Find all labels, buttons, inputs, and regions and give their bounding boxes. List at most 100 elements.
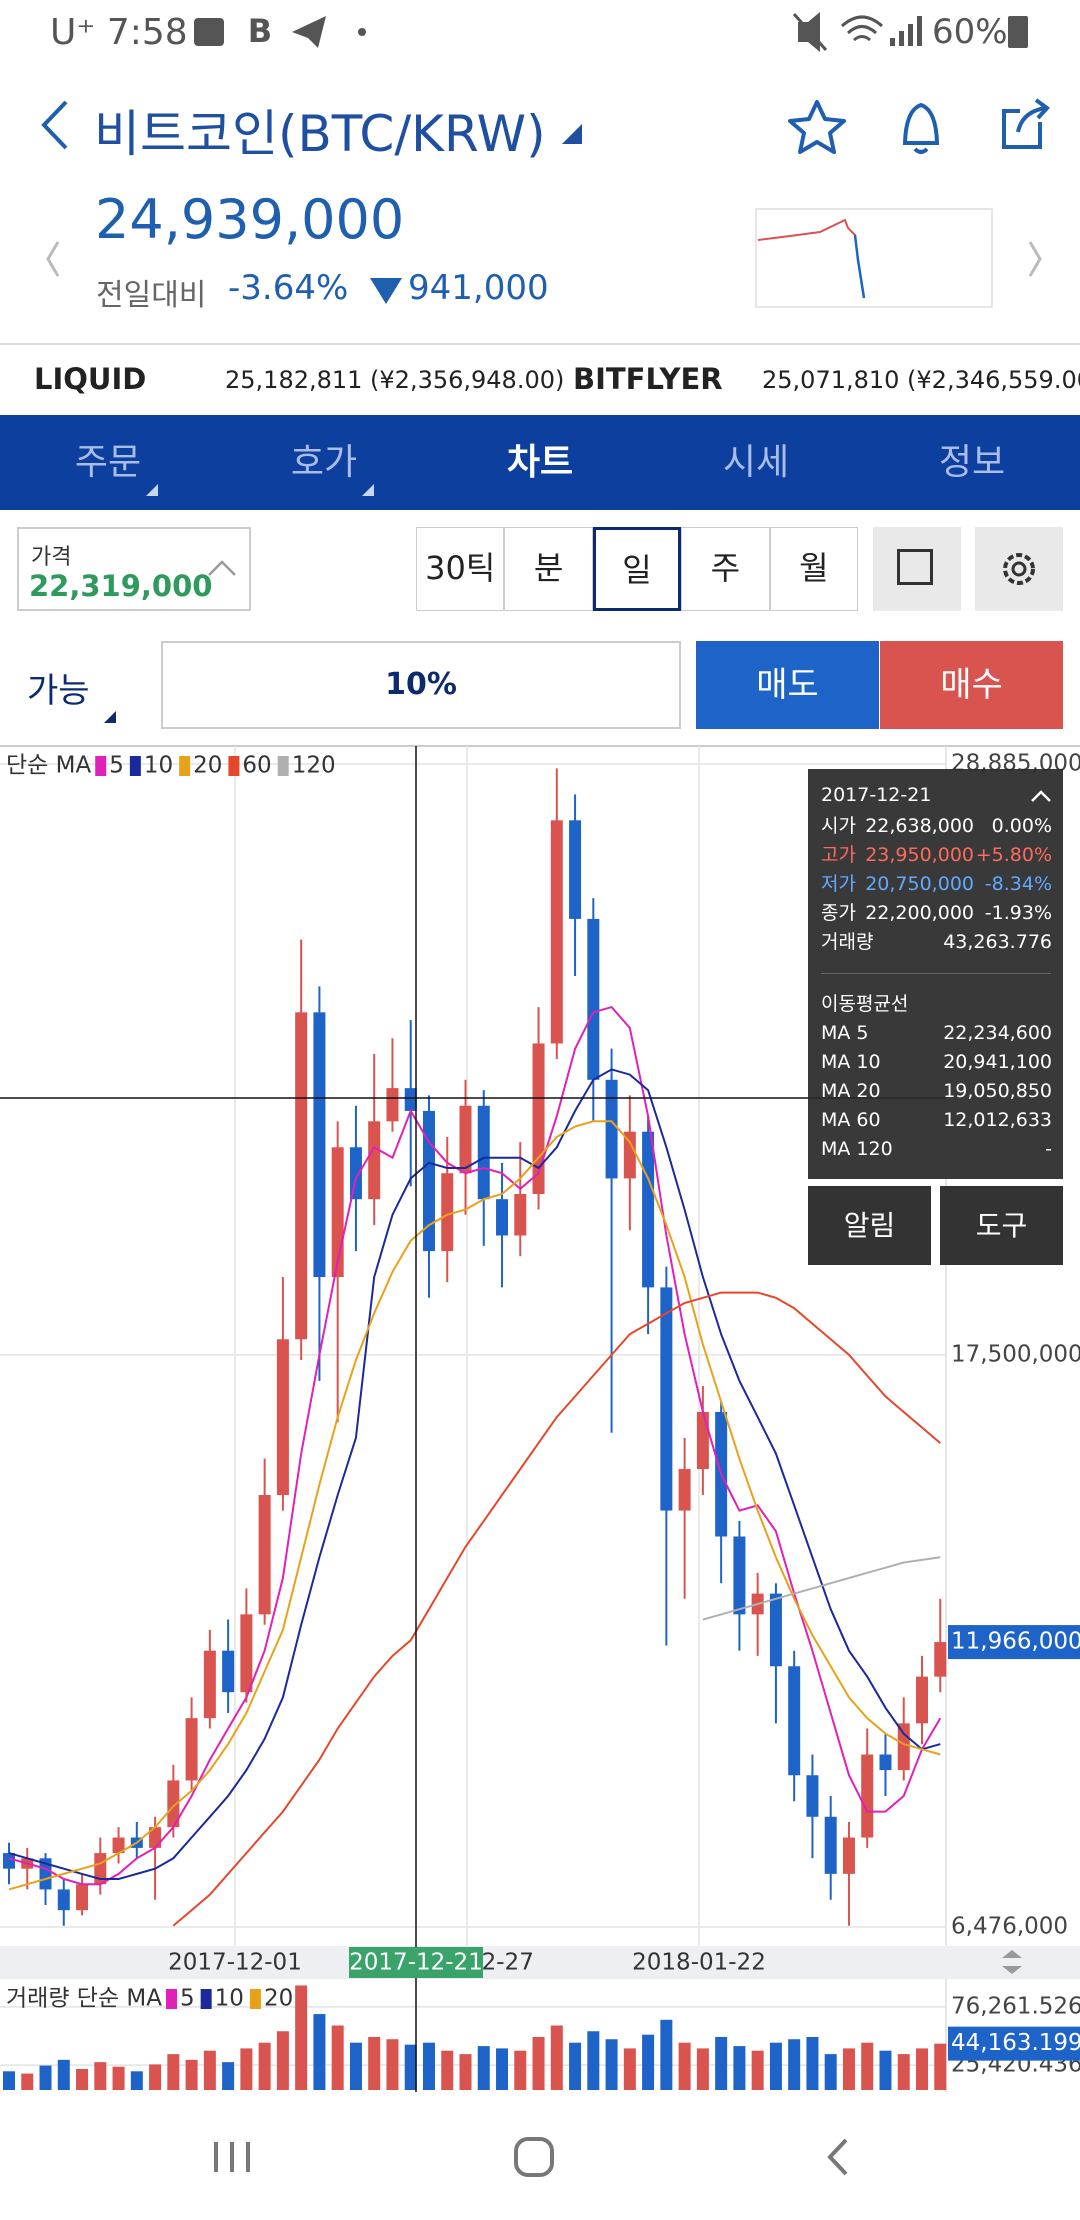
x-tick-label: 2018-01-22 [632,1950,766,1976]
legend-swatch [179,756,191,776]
volume-bar [934,2043,947,2090]
carrier: U⁺ [50,12,96,53]
legend-title: 거래량 단순 MA [6,1986,162,2012]
volume-bar [916,2048,928,2090]
tooltip-value: 22,200,000 [865,902,974,924]
battery: 60% [932,12,1008,52]
tab[interactable]: 시세 [722,442,790,483]
tooltip-value: 12,012,633 [943,1109,1052,1131]
legend-label: 60 [242,753,271,779]
legend-swatch [228,756,240,776]
volume-bar [185,2059,198,2090]
settings-button[interactable] [975,527,1063,611]
down-triangle [370,278,402,304]
tooltip-date: 2017-12-21 [821,784,932,806]
volume-bar [678,2042,691,2090]
volume-bar [386,2039,399,2090]
header-icons [41,98,1050,308]
volume-bar [696,2048,709,2090]
volume-bar [715,2036,728,2090]
alert-button[interactable]: 알림 [808,1186,931,1265]
status-icons: B [194,12,1028,52]
tab[interactable]: 정보 [938,442,1006,483]
volume-bar [368,2036,381,2090]
y-tick-label: 76,261.526 [951,1993,1080,2019]
tooltip-label: 시가 [821,815,856,837]
tooltip-label: 종가 [821,902,856,924]
available-label[interactable]: 가능 [27,671,90,711]
x-highlight-label: 2017-12-21 [349,1950,483,1976]
sell-button[interactable]: 매도 [696,641,879,729]
price-value: 22,319,000 [29,569,213,603]
volume-bar [295,1985,308,2090]
tooltip-label: MA 20 [821,1080,881,1102]
candle-body [569,820,582,919]
price-label: 가격 [31,545,72,570]
candle-body [258,1494,271,1615]
volume-bar [422,2042,435,2090]
current-volume-box [948,2026,1080,2061]
candle-body [203,1650,216,1719]
tooltip-value: 19,050,850 [943,1080,1052,1102]
tooltip-label: 고가 [821,844,856,866]
candle-body [678,1469,691,1511]
legend-label: 10 [215,1986,244,2012]
candle-body [313,1012,326,1278]
ratio-box[interactable]: 10% [161,641,681,729]
volume-bar [313,2014,326,2090]
volume-bar [587,2031,600,2090]
tab[interactable]: 차트 [506,442,574,483]
tooltip-collapse[interactable] [1030,789,1052,803]
volume-bar [660,2019,673,2090]
interval-group: 30틱 분 일 주 월 [416,527,858,611]
candle-body [897,1723,910,1771]
coin-title[interactable]: 비트코인(BTC/KRW) [94,105,546,163]
buy-button[interactable]: 매수 [880,641,1063,729]
tooltip-divider [821,973,1051,974]
current-price-box [948,1625,1080,1660]
exchange-quote: 25,071,810 (¥2,346,559.00) [762,366,1080,394]
volume-bar [623,2048,636,2090]
gear-icon [1003,553,1035,585]
candle-body [514,1193,527,1236]
tooltip-label: MA 10 [821,1051,881,1073]
interval-button[interactable]: 일 [592,527,682,611]
clock: 7:58 [106,12,188,53]
candle-body [39,1858,52,1890]
candle-body [404,1088,417,1111]
interval-button[interactable]: 주 [681,527,770,611]
x-tick-label: 2017-12-01 [168,1950,302,1976]
candle-body [240,1614,253,1693]
candle-body [76,1884,89,1911]
volume-bar [751,2050,764,2090]
tools-button[interactable]: 도구 [940,1186,1063,1265]
price-box[interactable]: 가격 22,319,000 [17,527,251,611]
tooltip-label: 거래량 [821,931,874,953]
tooltip-label: 저가 [821,873,856,895]
volume-bar [222,2062,235,2090]
legend-label: 20 [264,1986,293,2012]
tab[interactable]: 주문 [74,442,142,483]
interval-button[interactable]: 분 [504,527,593,611]
volume-bar [532,2036,545,2090]
candle-body [112,1837,125,1854]
candle-body [496,1199,509,1236]
svg-text:B: B [248,12,272,50]
candle-body [386,1088,399,1122]
tab-bar [0,415,1080,510]
volume-bar [3,2071,15,2090]
layout-button[interactable] [873,527,961,611]
tabs: 주문 호가 차트 시세 정보 [0,415,1080,510]
plot [0,746,947,2090]
interval-button[interactable]: 30틱 [416,527,505,611]
volume-bar [21,2073,34,2090]
interval-button[interactable]: 월 [769,527,858,611]
volume-bar [76,2068,89,2090]
volume-bar [203,2050,216,2090]
candle-body [623,1131,636,1179]
tooltip-value: 43,263.776 [943,931,1052,953]
ma-line [702,1556,941,1621]
tab[interactable]: 호가 [290,442,358,483]
